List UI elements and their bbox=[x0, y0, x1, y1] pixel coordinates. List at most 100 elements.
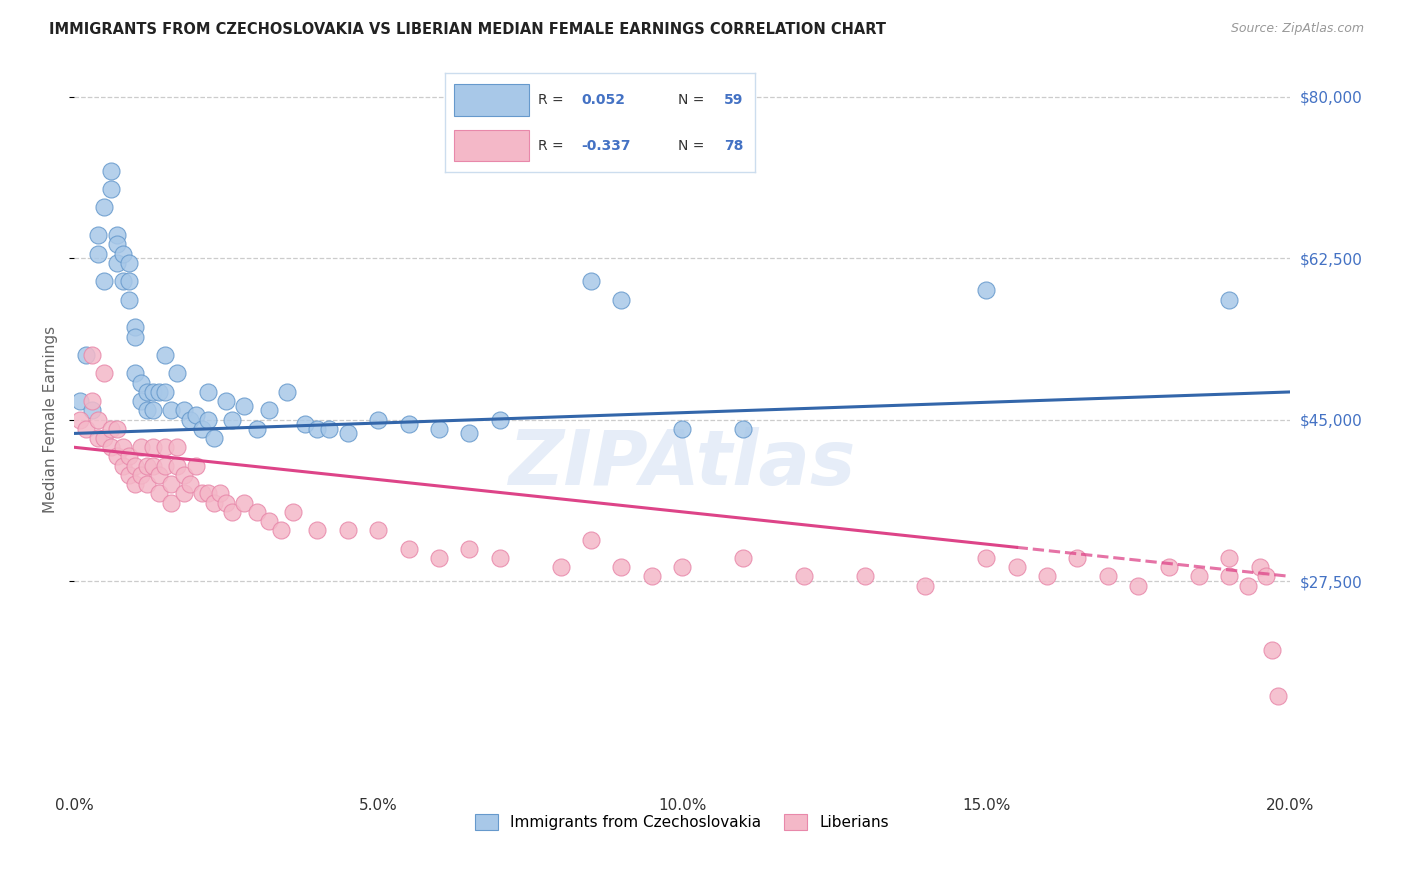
Point bbox=[118, 256, 141, 270]
Point bbox=[1254, 569, 1277, 583]
Point bbox=[197, 384, 219, 399]
Point bbox=[731, 422, 754, 436]
Point bbox=[124, 458, 146, 473]
Point bbox=[124, 477, 146, 491]
Point bbox=[87, 412, 110, 426]
Point bbox=[87, 431, 110, 445]
Point bbox=[82, 394, 104, 409]
Point bbox=[197, 412, 219, 426]
Text: ZIPAtlas: ZIPAtlas bbox=[509, 427, 856, 501]
Point bbox=[1218, 551, 1240, 566]
Point bbox=[458, 426, 481, 441]
Point bbox=[142, 384, 165, 399]
Point bbox=[100, 440, 122, 454]
Point bbox=[202, 431, 225, 445]
Point bbox=[75, 348, 97, 362]
Point bbox=[853, 569, 876, 583]
Point bbox=[1157, 560, 1180, 574]
Point bbox=[100, 163, 122, 178]
Point bbox=[257, 403, 280, 417]
Point bbox=[118, 293, 141, 307]
Point bbox=[136, 477, 159, 491]
Point bbox=[160, 403, 183, 417]
Point bbox=[398, 417, 420, 432]
Point bbox=[136, 403, 159, 417]
Text: Source: ZipAtlas.com: Source: ZipAtlas.com bbox=[1230, 22, 1364, 36]
Point bbox=[221, 505, 243, 519]
Point bbox=[276, 384, 298, 399]
Point bbox=[87, 228, 110, 243]
Point bbox=[136, 384, 159, 399]
Point bbox=[1188, 569, 1211, 583]
Point bbox=[184, 408, 207, 422]
Point bbox=[82, 348, 104, 362]
Point bbox=[148, 486, 170, 500]
Point bbox=[105, 237, 128, 252]
Point bbox=[1218, 293, 1240, 307]
Text: IMMIGRANTS FROM CZECHOSLOVAKIA VS LIBERIAN MEDIAN FEMALE EARNINGS CORRELATION CH: IMMIGRANTS FROM CZECHOSLOVAKIA VS LIBERI… bbox=[49, 22, 886, 37]
Point bbox=[155, 384, 177, 399]
Point bbox=[111, 246, 134, 260]
Point bbox=[105, 256, 128, 270]
Point bbox=[118, 450, 141, 464]
Point bbox=[1249, 560, 1271, 574]
Point bbox=[367, 523, 389, 537]
Point bbox=[136, 458, 159, 473]
Point bbox=[160, 477, 183, 491]
Point bbox=[93, 274, 115, 288]
Point bbox=[398, 541, 420, 556]
Point bbox=[1036, 569, 1059, 583]
Legend: Immigrants from Czechoslovakia, Liberians: Immigrants from Czechoslovakia, Liberian… bbox=[470, 808, 896, 836]
Point bbox=[307, 422, 329, 436]
Point bbox=[124, 367, 146, 381]
Point bbox=[641, 569, 664, 583]
Point bbox=[671, 422, 693, 436]
Point bbox=[179, 477, 201, 491]
Point bbox=[270, 523, 292, 537]
Point bbox=[191, 486, 214, 500]
Point bbox=[488, 412, 510, 426]
Point bbox=[69, 394, 91, 409]
Point bbox=[245, 505, 267, 519]
Point bbox=[129, 376, 152, 390]
Point bbox=[173, 467, 195, 482]
Point bbox=[166, 440, 188, 454]
Point bbox=[1236, 579, 1258, 593]
Point bbox=[155, 348, 177, 362]
Point bbox=[191, 422, 214, 436]
Point bbox=[974, 551, 997, 566]
Point bbox=[731, 551, 754, 566]
Point bbox=[1097, 569, 1119, 583]
Point bbox=[257, 514, 280, 528]
Point bbox=[427, 551, 450, 566]
Point bbox=[100, 182, 122, 196]
Point bbox=[179, 412, 201, 426]
Point bbox=[215, 495, 238, 509]
Point bbox=[118, 274, 141, 288]
Point bbox=[1005, 560, 1028, 574]
Point bbox=[166, 367, 188, 381]
Point bbox=[336, 523, 359, 537]
Point bbox=[1066, 551, 1088, 566]
Point bbox=[155, 440, 177, 454]
Point bbox=[124, 329, 146, 343]
Point bbox=[173, 486, 195, 500]
Point bbox=[427, 422, 450, 436]
Point bbox=[93, 367, 115, 381]
Point bbox=[1128, 579, 1150, 593]
Point bbox=[105, 422, 128, 436]
Point bbox=[173, 403, 195, 417]
Point bbox=[1261, 643, 1284, 657]
Point bbox=[233, 495, 256, 509]
Point bbox=[148, 384, 170, 399]
Point bbox=[974, 284, 997, 298]
Point bbox=[166, 458, 188, 473]
Point bbox=[111, 440, 134, 454]
Point bbox=[318, 422, 340, 436]
Point bbox=[142, 440, 165, 454]
Point bbox=[488, 551, 510, 566]
Point bbox=[215, 394, 238, 409]
Point bbox=[100, 422, 122, 436]
Point bbox=[82, 403, 104, 417]
Point bbox=[105, 228, 128, 243]
